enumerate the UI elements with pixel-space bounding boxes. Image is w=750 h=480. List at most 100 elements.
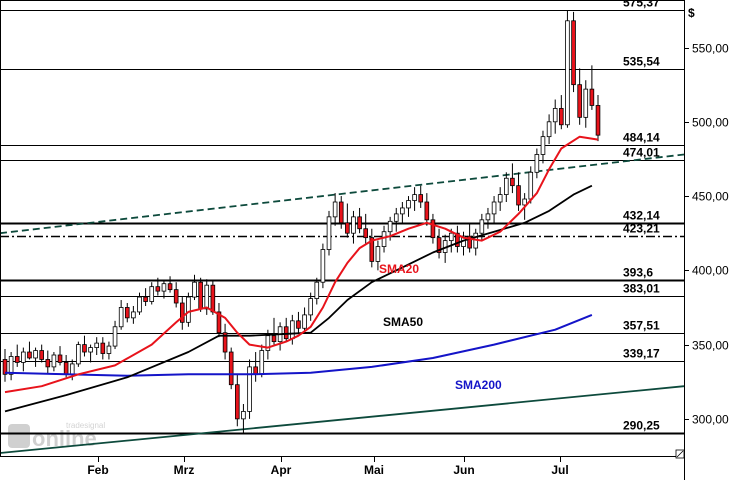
candle-body bbox=[314, 281, 320, 299]
trend-lines bbox=[0, 153, 685, 454]
level-label: 383,01 bbox=[623, 282, 660, 296]
candle-body bbox=[345, 222, 350, 234]
candle-body bbox=[63, 362, 69, 375]
candle-body bbox=[400, 207, 405, 215]
x-tick-label: Feb bbox=[87, 463, 108, 477]
candle bbox=[485, 207, 491, 229]
candle-body bbox=[106, 345, 112, 354]
candle bbox=[351, 210, 356, 244]
candle-body bbox=[448, 232, 454, 242]
candle-body bbox=[406, 200, 411, 209]
candle-body bbox=[326, 216, 332, 250]
x-tick-label: Jun bbox=[453, 463, 474, 477]
level-label: 290,25 bbox=[623, 419, 660, 433]
level-label: 474,01 bbox=[623, 146, 660, 160]
x-tick-label: Jul bbox=[551, 463, 568, 477]
candle-body bbox=[332, 201, 338, 218]
candle-body bbox=[247, 366, 252, 412]
candle bbox=[192, 274, 197, 301]
candle-body bbox=[27, 351, 32, 359]
candle-body bbox=[479, 219, 485, 234]
candle bbox=[21, 347, 26, 372]
level-label: 575,37 bbox=[623, 0, 660, 10]
y-tick-label: 350,00 bbox=[692, 339, 729, 353]
candle bbox=[94, 337, 99, 355]
candle-body bbox=[198, 281, 203, 310]
level-label: 535,54 bbox=[623, 55, 660, 69]
candle-body bbox=[357, 216, 362, 230]
candle-body bbox=[369, 237, 375, 262]
candle bbox=[137, 292, 142, 315]
candle bbox=[100, 337, 106, 360]
candle-body bbox=[21, 351, 26, 363]
candle bbox=[510, 163, 515, 194]
trend-line-upper-channel bbox=[0, 153, 685, 235]
candle bbox=[228, 347, 234, 390]
candle bbox=[222, 323, 228, 360]
candle-body bbox=[418, 194, 424, 203]
candle bbox=[283, 317, 289, 342]
candle-body bbox=[381, 231, 387, 247]
candle bbox=[271, 317, 277, 345]
candle-body bbox=[571, 20, 576, 86]
candle-body bbox=[76, 344, 81, 365]
candle-body bbox=[595, 105, 601, 136]
level-label: 339,17 bbox=[623, 347, 660, 361]
candle-body bbox=[559, 108, 564, 126]
candle bbox=[338, 196, 344, 229]
candle-body bbox=[363, 228, 368, 239]
candle-body bbox=[143, 296, 148, 302]
candle bbox=[149, 282, 155, 305]
candle-body bbox=[155, 286, 161, 292]
candle-body bbox=[565, 20, 570, 126]
candle-body bbox=[387, 220, 393, 233]
candle bbox=[577, 68, 582, 125]
candle-body bbox=[296, 320, 301, 329]
resize-handle-icon[interactable] bbox=[675, 449, 685, 459]
candle bbox=[39, 344, 44, 363]
candle-body bbox=[497, 194, 503, 203]
candle bbox=[14, 344, 20, 367]
candle-body bbox=[112, 326, 118, 347]
sma50-line bbox=[4, 184, 593, 413]
candle-body bbox=[173, 289, 179, 304]
candle bbox=[314, 277, 320, 305]
candle-body bbox=[351, 216, 356, 234]
candle-body bbox=[131, 311, 136, 319]
candle bbox=[504, 172, 509, 203]
candle-body bbox=[69, 363, 75, 375]
level-label: 432,14 bbox=[623, 209, 660, 223]
candle-body bbox=[552, 108, 558, 123]
candle bbox=[406, 196, 411, 217]
candle bbox=[45, 350, 51, 375]
candle-body bbox=[39, 350, 44, 360]
candle-body bbox=[82, 344, 87, 353]
candle-body bbox=[290, 320, 295, 340]
y-axis: $ 550,00 500,00 450,00 400,00 350,00 300,00 bbox=[684, 6, 729, 427]
candle bbox=[516, 172, 521, 211]
candle bbox=[332, 193, 338, 226]
candle bbox=[565, 10, 570, 128]
candle-body bbox=[522, 198, 527, 206]
candle bbox=[33, 347, 38, 367]
candle-body bbox=[510, 177, 515, 187]
level-label: 393,6 bbox=[623, 266, 653, 280]
sma50-label: SMA50 bbox=[383, 315, 423, 329]
candle-body bbox=[424, 201, 430, 221]
candle bbox=[540, 130, 546, 164]
candle-body bbox=[57, 354, 63, 363]
currency-label: $ bbox=[688, 6, 695, 20]
level-label: 357,51 bbox=[623, 319, 660, 333]
candle-body bbox=[235, 384, 240, 420]
level-label: 484,14 bbox=[623, 131, 660, 145]
candle bbox=[363, 213, 368, 244]
x-tick-label: Apr bbox=[271, 463, 292, 477]
candle bbox=[57, 346, 63, 366]
candle-body bbox=[504, 177, 509, 195]
candle bbox=[583, 80, 589, 128]
candle-body bbox=[124, 307, 130, 319]
candle bbox=[345, 203, 350, 238]
candle-body bbox=[271, 335, 277, 343]
plot-frame bbox=[0, 0, 685, 457]
